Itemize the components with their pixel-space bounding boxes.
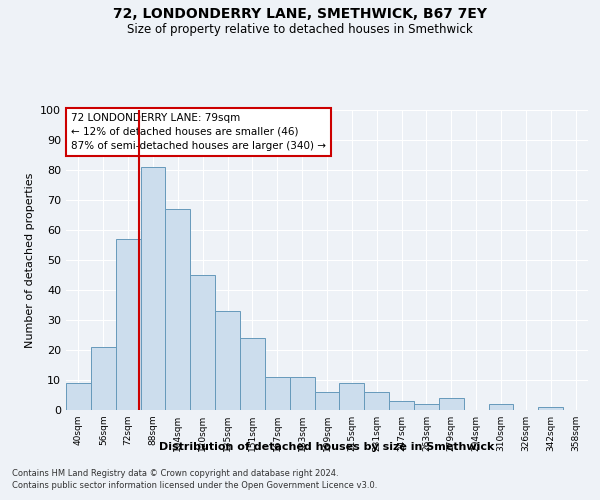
Bar — [488, 404, 514, 410]
Text: Distribution of detached houses by size in Smethwick: Distribution of detached houses by size … — [160, 442, 494, 452]
Bar — [389, 401, 414, 410]
Bar — [190, 275, 215, 410]
Text: 72, LONDONDERRY LANE, SMETHWICK, B67 7EY: 72, LONDONDERRY LANE, SMETHWICK, B67 7EY — [113, 8, 487, 22]
Text: Contains public sector information licensed under the Open Government Licence v3: Contains public sector information licen… — [12, 481, 377, 490]
Bar — [166, 209, 190, 410]
Bar — [364, 392, 389, 410]
Text: 72 LONDONDERRY LANE: 79sqm
← 12% of detached houses are smaller (46)
87% of semi: 72 LONDONDERRY LANE: 79sqm ← 12% of deta… — [71, 113, 326, 151]
Bar — [240, 338, 265, 410]
Bar — [290, 377, 314, 410]
Bar — [340, 383, 364, 410]
Bar — [66, 383, 91, 410]
Bar — [116, 239, 140, 410]
Bar — [215, 311, 240, 410]
Text: Size of property relative to detached houses in Smethwick: Size of property relative to detached ho… — [127, 22, 473, 36]
Text: Contains HM Land Registry data © Crown copyright and database right 2024.: Contains HM Land Registry data © Crown c… — [12, 468, 338, 477]
Y-axis label: Number of detached properties: Number of detached properties — [25, 172, 35, 348]
Bar — [91, 347, 116, 410]
Bar — [538, 407, 563, 410]
Bar — [140, 167, 166, 410]
Bar — [414, 404, 439, 410]
Bar — [439, 398, 464, 410]
Bar — [314, 392, 340, 410]
Bar — [265, 377, 290, 410]
